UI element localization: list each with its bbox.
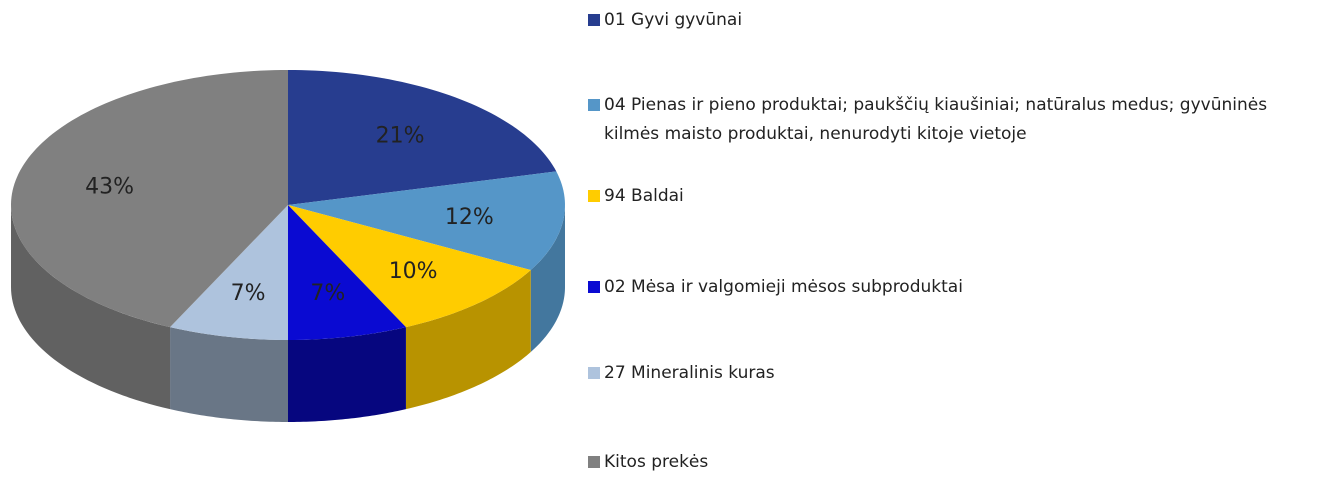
data-label: 7% <box>310 281 345 306</box>
data-label: 21% <box>376 124 425 149</box>
slice <box>288 171 565 271</box>
legend-swatch <box>588 190 600 202</box>
data-label: 7% <box>231 281 266 306</box>
pie-plot: 21% 12% 10% 7% 7% 43% <box>11 70 565 422</box>
legend-label: 02 Mėsa ir valgomieji mėsos subproduktai <box>604 277 963 297</box>
legend-label: 04 Pienas ir pieno produktai; paukščių k… <box>604 95 1268 144</box>
slice <box>288 205 406 340</box>
legend-swatch <box>588 367 600 379</box>
data-label: 43% <box>85 175 134 200</box>
legend-swatch <box>588 14 600 26</box>
legend-item: 04 Pienas ir pieno produktai; paukščių k… <box>588 91 1318 149</box>
slice-side <box>11 205 171 410</box>
legend-swatch <box>588 99 600 111</box>
legend-item: 02 Mėsa ir valgomieji mėsos subproduktai <box>588 273 1318 302</box>
slice-side <box>170 327 288 422</box>
legend-label: 01 Gyvi gyvūnai <box>604 10 743 30</box>
slice <box>288 70 557 205</box>
data-label: 12% <box>445 205 494 230</box>
slice <box>288 205 531 328</box>
slice <box>170 205 288 340</box>
data-label: 10% <box>389 259 438 284</box>
slice-side <box>530 205 565 353</box>
legend-item: 27 Mineralinis kuras <box>588 359 1318 388</box>
legend-item: 01 Gyvi gyvūnai <box>588 6 1318 35</box>
legend-item: Kitos prekės <box>588 448 1318 477</box>
legend-swatch <box>588 456 600 468</box>
legend-swatch <box>588 281 600 293</box>
slice-side <box>288 327 406 422</box>
legend-item: 94 Baldai <box>588 182 1318 211</box>
legend-label: Kitos prekės <box>604 452 709 472</box>
slice <box>11 70 288 328</box>
slice-side <box>405 270 531 410</box>
legend-label: 94 Baldai <box>604 186 684 206</box>
legend-label: 27 Mineralinis kuras <box>604 363 775 383</box>
